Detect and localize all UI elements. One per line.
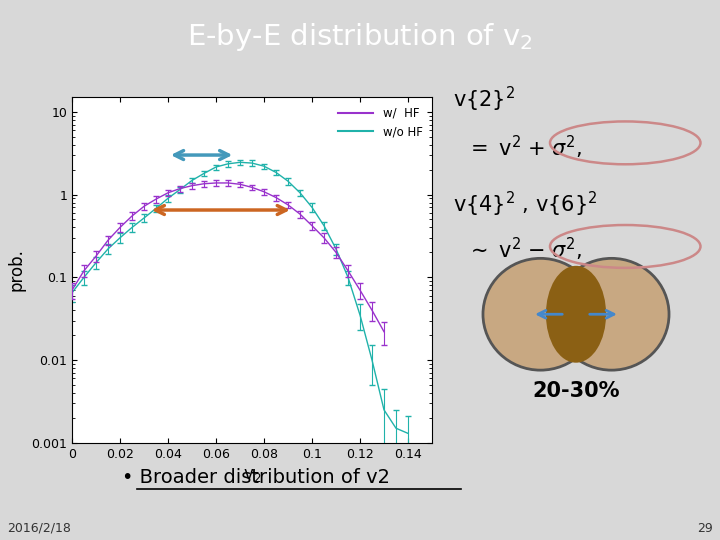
Text: $\sim$ v$^2$ $-$ $\sigma^2$,: $\sim$ v$^2$ $-$ $\sigma^2$, <box>453 236 582 263</box>
Legend: w/  HF, w/o HF: w/ HF, w/o HF <box>334 103 426 142</box>
Text: $=$ v$^2$ $+$ $\sigma^2$,: $=$ v$^2$ $+$ $\sigma^2$, <box>453 133 582 161</box>
Y-axis label: prob.: prob. <box>8 248 26 292</box>
Ellipse shape <box>546 266 606 363</box>
Text: 2016/2/18: 2016/2/18 <box>7 522 71 535</box>
X-axis label: v$_2$: v$_2$ <box>243 466 261 484</box>
Text: v{4}$^2$ , v{6}$^2$: v{4}$^2$ , v{6}$^2$ <box>453 190 598 219</box>
Ellipse shape <box>483 258 598 370</box>
Text: v{2}$^2$: v{2}$^2$ <box>453 85 516 114</box>
Text: • Broader distribution of v2: • Broader distribution of v2 <box>122 468 390 488</box>
Text: E-by-E distribution of v$_2$: E-by-E distribution of v$_2$ <box>187 21 533 53</box>
Text: 20-30%: 20-30% <box>532 381 620 401</box>
Text: 29: 29 <box>697 522 713 535</box>
Ellipse shape <box>554 258 669 370</box>
